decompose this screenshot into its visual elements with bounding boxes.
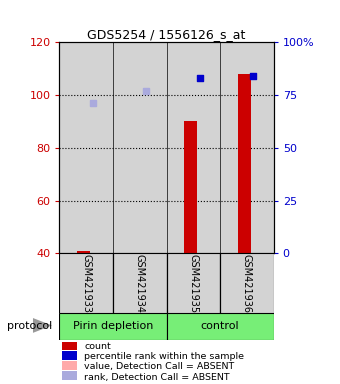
Text: protocol: protocol — [7, 321, 52, 331]
Bar — [62, 341, 78, 350]
Text: GSM421933: GSM421933 — [81, 254, 91, 313]
Text: control: control — [201, 321, 239, 331]
Text: count: count — [84, 342, 111, 351]
Bar — [238, 74, 251, 253]
Bar — [77, 251, 90, 253]
Point — [143, 88, 149, 94]
Polygon shape — [33, 318, 52, 333]
Title: GDS5254 / 1556126_s_at: GDS5254 / 1556126_s_at — [87, 28, 246, 41]
Point — [197, 75, 203, 81]
Text: Pirin depletion: Pirin depletion — [73, 321, 153, 331]
Bar — [59, 253, 113, 313]
Bar — [184, 121, 198, 253]
Text: GSM421934: GSM421934 — [135, 254, 145, 313]
Bar — [62, 371, 78, 380]
Point — [251, 73, 256, 79]
Text: value, Detection Call = ABSENT: value, Detection Call = ABSENT — [84, 362, 235, 371]
Bar — [167, 313, 274, 340]
Text: GSM421935: GSM421935 — [188, 254, 198, 313]
Text: GSM421936: GSM421936 — [242, 254, 252, 313]
Text: percentile rank within the sample: percentile rank within the sample — [84, 353, 244, 361]
Point — [90, 101, 96, 107]
Bar — [59, 313, 167, 340]
Bar — [167, 253, 220, 313]
Bar — [113, 253, 167, 313]
Text: rank, Detection Call = ABSENT: rank, Detection Call = ABSENT — [84, 372, 230, 382]
Bar — [62, 361, 78, 370]
Bar — [62, 351, 78, 360]
Bar — [220, 253, 274, 313]
